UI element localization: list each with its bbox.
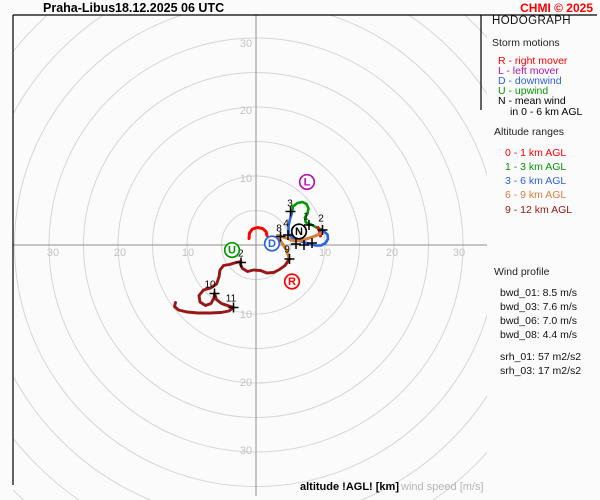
trace-6-9km [276, 231, 323, 260]
trace-3-6km [287, 211, 330, 247]
stat-srh-03: srh_03: 17 m2/s2 [500, 365, 582, 377]
storm-marker-circle-L [298, 173, 316, 191]
axis-tick-label: 30 [453, 247, 465, 259]
altitude-label-8km: 8 [276, 224, 282, 235]
legend-upwind: U - upwind [498, 85, 549, 97]
stat-bwd-01: bwd_01: 8.5 m/s [500, 286, 578, 299]
footer-altitude-label: altitude !AGL! [km] [300, 481, 399, 493]
altitude-cross-marker [209, 288, 220, 299]
legend-mean-wind-note: in 0 - 6 km AGL [510, 105, 583, 118]
altitude-cross-marker [283, 230, 293, 240]
altitude-cross-marker [284, 254, 295, 264]
axis-tick-label: 20 [114, 247, 126, 259]
storm-marker-letter-R: R [288, 276, 296, 288]
copyright-notice: CHMI © 2025 [520, 1, 593, 15]
legend-range-1-3: 1 - 3 km AGL [505, 161, 567, 173]
altitude-label-4km: 4 [283, 219, 289, 230]
altitude-ranges-heading: Altitude ranges [494, 126, 565, 138]
trace-1-3km-loop [290, 200, 310, 223]
legend-downwind: D - downwind [498, 75, 562, 87]
stat-bwd-06: bwd_06: 7.0 m/s [500, 314, 578, 327]
altitude-label-11km: 11 [226, 294, 237, 305]
axis-tick-label: 10 [319, 247, 331, 259]
axis-tick-label: 20 [386, 247, 398, 259]
axis-tick-label: 20 [240, 377, 252, 389]
altitude-cross-marker [307, 238, 317, 248]
axis-tick-label: 20 [240, 105, 252, 117]
altitude-cross-marker [228, 302, 239, 313]
axis-tick-label: 30 [240, 38, 252, 50]
altitude-cross-marker [317, 225, 328, 235]
storm-marker-letter-D: D [268, 238, 276, 250]
panel-title: HODOGRAPH [492, 15, 571, 27]
altitude-label-1km: 1 [303, 212, 309, 223]
storm-marker-letter-U: U [228, 245, 236, 257]
legend-range-3-6: 3 - 6 km AGL [505, 175, 567, 187]
storm-marker-letter-L: L [304, 177, 311, 189]
altitude-cross-marker [304, 220, 314, 230]
trace-0-1km-surface-hook [247, 226, 269, 240]
stat-bwd-03: bwd_03: 7.6 m/s [500, 300, 578, 313]
wind-profile-heading: Wind profile [494, 266, 550, 278]
axis-tick-labels: 10 20 30 10 20 30 10 20 30 10 20 30 [47, 38, 465, 457]
altitude-label-10km: 10 [204, 280, 216, 291]
altitude-cross-marker [285, 206, 296, 217]
altitude-label-3km: 3 [287, 199, 293, 210]
legend-range-6-9: 6 - 9 km AGL [505, 189, 567, 201]
axis-tick-label: 10 [182, 247, 194, 259]
altitude-cross-marker [299, 240, 309, 250]
stat-srh-01: srh_01: 57 m2/s2 [500, 351, 582, 363]
storm-marker-circle-U [223, 241, 241, 259]
legend-left-mover: L - left mover [498, 65, 559, 77]
altitude-label-2km: 2 [318, 214, 324, 225]
storm-marker-circle-N [290, 223, 308, 240]
axis-tick-label: 10 [240, 173, 252, 185]
sounding-datetime: 18.12.2025 06 UTC [115, 1, 225, 15]
legend-right-mover: R - right mover [498, 55, 568, 67]
legend-range-0-1: 0 - 1 km AGL [505, 147, 567, 159]
storm-motion-markers: L R U D N [223, 173, 316, 290]
station-name: Praha-Libus [43, 1, 116, 15]
footer-wind-speed-label: wind speed [m/s] [401, 481, 484, 493]
trace-9-12km [173, 257, 291, 315]
altitude-cross-marker [291, 239, 301, 249]
storm-marker-circle-D [263, 235, 281, 252]
storm-marker-circle-R [283, 273, 301, 290]
legend-range-9-12: 9 - 12 km AGL [505, 203, 573, 216]
altitude-label-9km: 9 [284, 245, 290, 256]
altitude-cross-marker [275, 231, 286, 242]
storm-motions-heading: Storm motions [492, 37, 560, 49]
altitude-cross-marker [236, 257, 246, 268]
axis-tick-label: 30 [240, 445, 252, 457]
axis-tick-label: 10 [240, 309, 252, 321]
axis-tick-label: 30 [47, 247, 59, 259]
legend-mean-wind: N - mean wind [498, 95, 566, 107]
stat-bwd-08: bwd_08: 4.4 m/s [500, 328, 578, 341]
storm-marker-letter-N: N [295, 226, 303, 238]
